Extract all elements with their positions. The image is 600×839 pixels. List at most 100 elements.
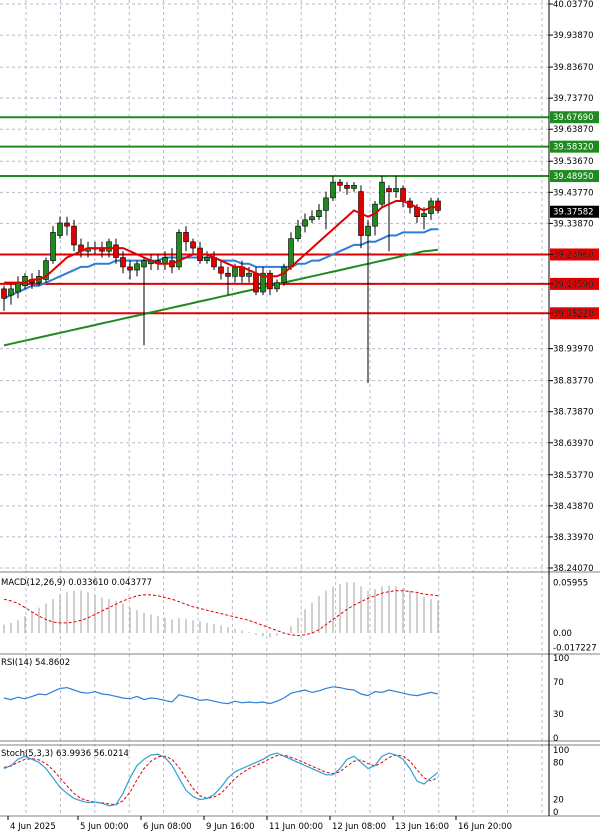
candle-body [64, 222, 70, 227]
candle-body [218, 266, 224, 274]
level-tag [550, 277, 599, 290]
macd-tick-label: -0.017227 [553, 644, 597, 654]
y-tick-label: 39.14590 [553, 280, 594, 290]
macd-signal-line [3, 590, 439, 637]
x-tick-label: 16 Jun 20:00 [458, 822, 512, 832]
rsi-tick-label: 100 [553, 654, 569, 664]
candle-body [176, 232, 182, 268]
level-label: 39.67690 [553, 113, 594, 123]
y-tick-label: 38.24070 [553, 564, 594, 574]
candle-body [274, 282, 280, 290]
candle-body [309, 216, 315, 221]
rsi-tick-label: 30 [553, 710, 564, 720]
candle-body [337, 181, 343, 186]
grid-layer [0, 0, 549, 816]
x-tick-label: 6 Jun 08:00 [143, 822, 192, 832]
candle-body [204, 257, 210, 261]
candle-body [246, 272, 252, 277]
macd-tick-label: 0.05955 [553, 579, 588, 589]
candle-body [190, 241, 196, 249]
y-tick-label: 38.33970 [553, 533, 594, 543]
candle-body [183, 232, 189, 243]
candle-body [421, 213, 427, 218]
candle-body [393, 188, 399, 192]
candle-body [379, 181, 385, 205]
candle-body [141, 260, 147, 268]
candle-body [50, 232, 56, 261]
y-tick-label: 38.83770 [553, 377, 594, 387]
x-tick-label: 11 Jun 00:00 [269, 822, 323, 832]
level-label: 39.05220 [553, 309, 594, 319]
candle-body [344, 185, 350, 189]
y-tick-label: 39.63870 [553, 125, 594, 135]
y-tick-label: 39.33870 [553, 219, 594, 229]
level-tag [550, 111, 599, 124]
rsi-tick-label: 70 [553, 678, 564, 688]
candle-body [288, 238, 294, 268]
stoch-tick-label: 80 [553, 758, 564, 768]
candle-body [106, 241, 112, 252]
x-tick-label: 5 Jun 00:00 [80, 822, 129, 832]
candle-body [1, 288, 7, 299]
level-label: 39.23960 [553, 250, 594, 260]
x-tick-label: 12 Jun 08:00 [332, 822, 386, 832]
y-tick-label: 38.93970 [553, 345, 594, 355]
ma-green-line [3, 248, 439, 347]
candle-body [120, 257, 126, 268]
macd-label: MACD(12,26,9) 0.033610 0.043777 [1, 578, 152, 588]
candle-body [400, 188, 406, 202]
candle-body [260, 272, 266, 293]
candle-body [386, 188, 392, 192]
candle-body [57, 222, 63, 236]
candle-body [267, 272, 273, 290]
rsi-tick-label: 0 [553, 734, 558, 744]
candle-body [330, 181, 336, 199]
y-tick-label: 39.53670 [553, 157, 594, 167]
current-price-label: 39.37582 [553, 208, 594, 218]
candle-body [134, 263, 140, 271]
level-tag [550, 140, 599, 153]
y-tick-label: 39.73770 [553, 94, 594, 104]
candle-body [435, 200, 441, 211]
candle-body [113, 244, 119, 258]
candle-body [351, 185, 357, 189]
levels-layer: 39.67690 39.58320 39.48950 39.23960 39.14590… [0, 111, 599, 320]
x-tick-label: 13 Jun 16:00 [395, 822, 449, 832]
level-label: 39.48950 [553, 172, 594, 182]
current-price-tag [550, 205, 599, 218]
y-tick-label: 39.93870 [553, 31, 594, 41]
y-tick-label: 38.73870 [553, 408, 594, 418]
y-tick-label: 39.05220 [553, 309, 594, 319]
stoch-d-line [3, 754, 439, 806]
candle-body [15, 282, 21, 293]
candle-body [253, 272, 259, 293]
y-tick-label: 39.43770 [553, 188, 594, 198]
candle-body [316, 210, 322, 218]
y-tick-label: 39.83670 [553, 63, 594, 73]
y-tick-label: 38.43870 [553, 502, 594, 512]
candle-body [302, 219, 308, 227]
y-tick-label: 38.53770 [553, 471, 594, 481]
candle-body [8, 288, 14, 296]
candle-body [71, 225, 77, 246]
level-label: 39.58320 [553, 143, 594, 153]
candle-body [365, 225, 371, 236]
y-tick-label: 39.23960 [553, 250, 594, 260]
candle-body [225, 272, 231, 277]
level-label: 39.14590 [553, 280, 594, 290]
candle-body [127, 266, 133, 271]
stoch-label: Stoch(5,3,3) 63.9936 56.0214 [1, 749, 129, 759]
x-tick-label: 9 Jun 16:00 [206, 822, 255, 832]
y-tick-label: 40.03770 [553, 0, 594, 10]
candle-body [295, 225, 301, 239]
level-tag [550, 170, 599, 183]
level-tag [550, 248, 599, 261]
stoch-tick-label: 0 [553, 808, 558, 818]
x-tick-label: 4 Jun 2025 [10, 822, 56, 832]
level-tag [550, 307, 599, 320]
rsi-label: RSI(14) 54.8602 [1, 658, 70, 668]
indicator-layer [3, 582, 439, 807]
